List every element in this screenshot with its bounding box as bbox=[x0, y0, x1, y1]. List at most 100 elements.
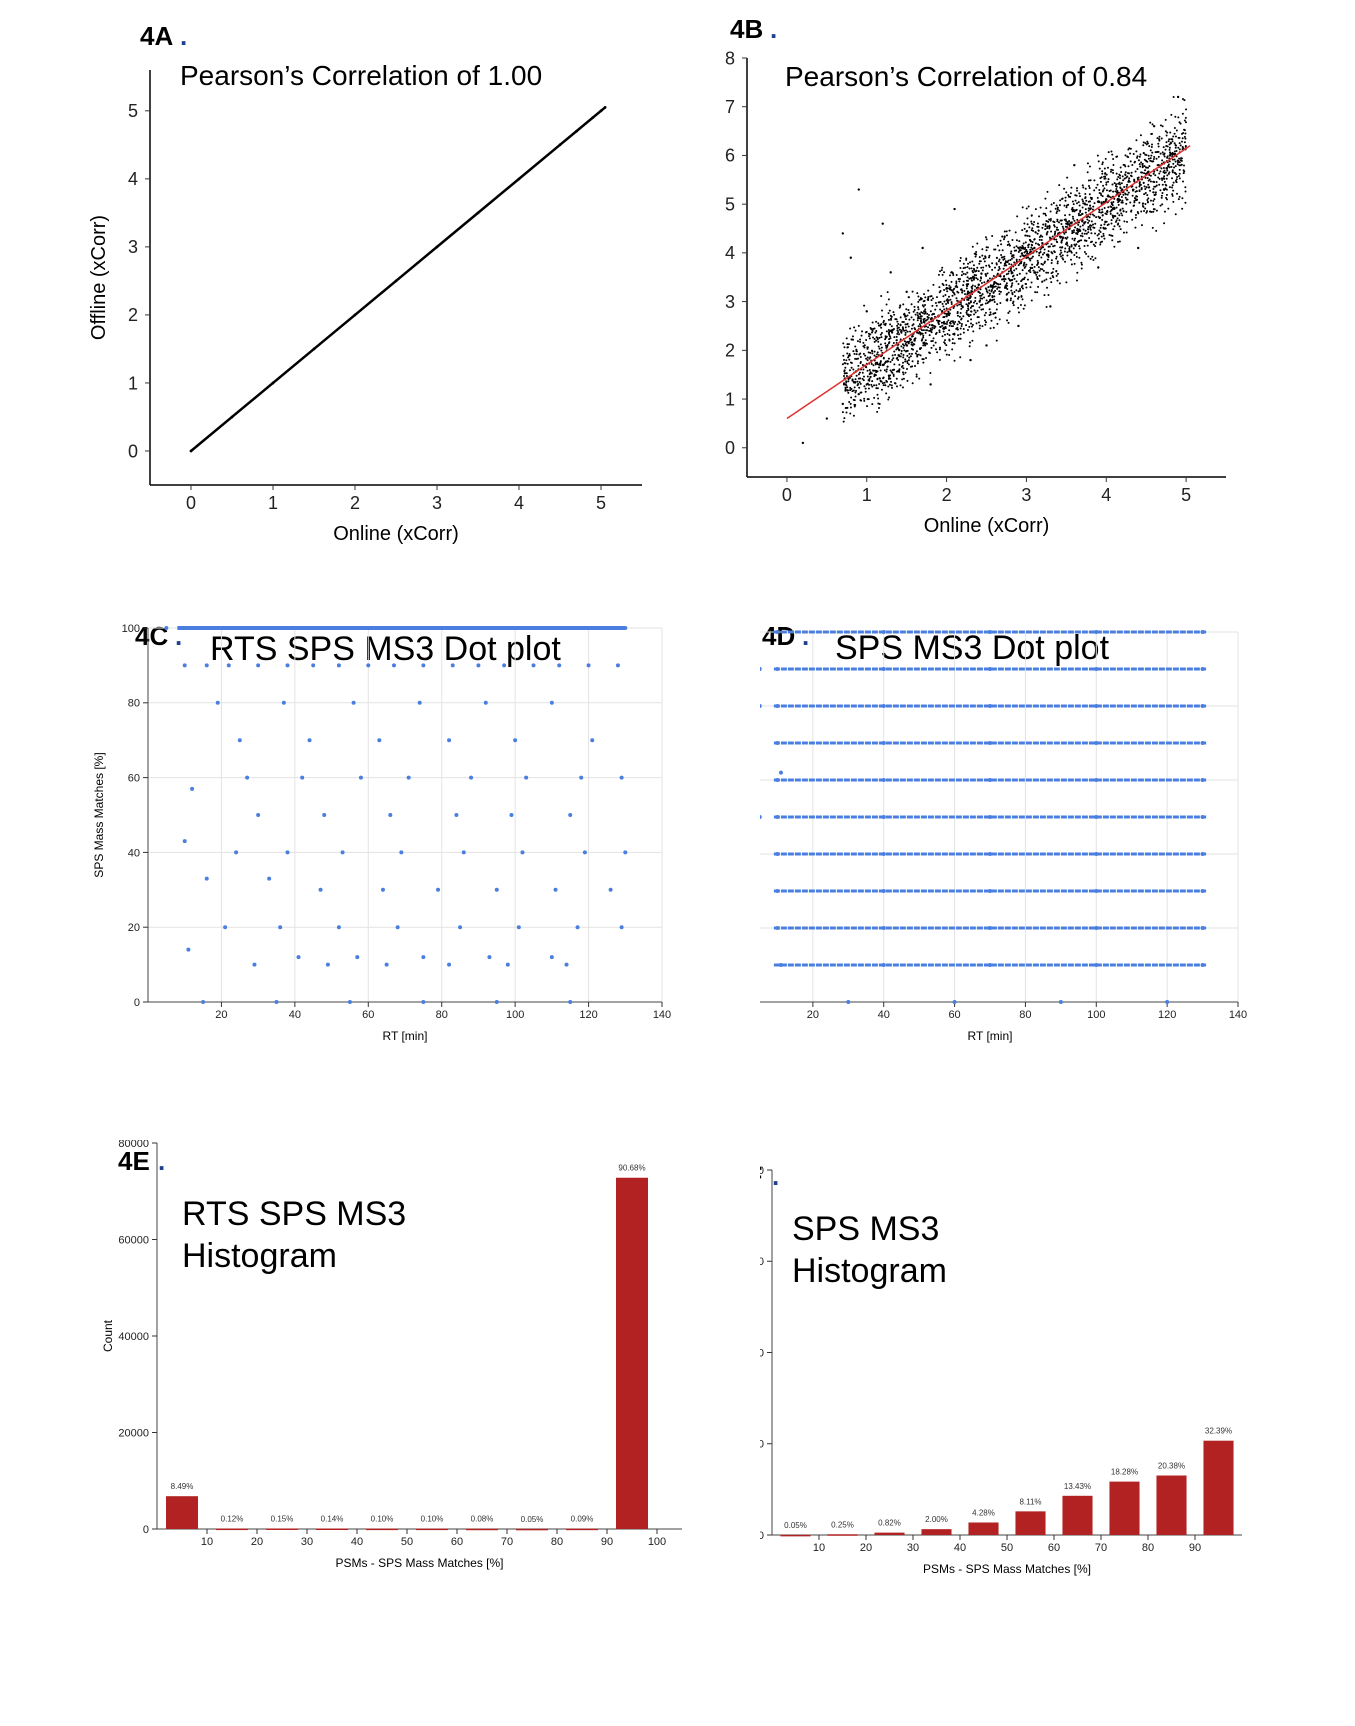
scatter-point bbox=[1018, 248, 1020, 250]
scatter-point bbox=[1133, 201, 1135, 203]
scatter-point bbox=[906, 355, 908, 357]
scatter-point bbox=[931, 299, 933, 301]
y-tick-label: 40 bbox=[128, 847, 140, 859]
scatter-point bbox=[966, 266, 968, 268]
scatter-point bbox=[887, 344, 889, 346]
scatter-point bbox=[1073, 164, 1075, 166]
scatter-point bbox=[931, 329, 933, 331]
scatter-point bbox=[1011, 258, 1013, 260]
scatter-point bbox=[938, 301, 940, 303]
dot-point bbox=[532, 663, 536, 667]
scatter-point bbox=[1085, 240, 1087, 242]
x-tick-label: 60 bbox=[1048, 1542, 1060, 1554]
chart-title: SPS MS3 Dot plot bbox=[835, 629, 1110, 667]
scatter-point bbox=[863, 400, 865, 402]
scatter-point bbox=[936, 319, 938, 321]
scatter-point bbox=[853, 326, 855, 328]
scatter-point bbox=[985, 321, 987, 323]
scatter-point bbox=[1085, 253, 1087, 255]
scatter-point bbox=[916, 312, 918, 314]
histogram-bar bbox=[566, 1529, 598, 1531]
scatter-point bbox=[925, 357, 927, 359]
scatter-point bbox=[999, 283, 1001, 285]
scatter-point bbox=[1183, 99, 1185, 101]
scatter-point bbox=[1044, 228, 1046, 230]
scatter-point bbox=[1003, 275, 1005, 277]
scatter-point bbox=[862, 372, 864, 374]
scatter-point bbox=[1176, 130, 1178, 132]
dot-point bbox=[509, 813, 513, 817]
scatter-point bbox=[1065, 191, 1067, 193]
scatter-point bbox=[947, 301, 949, 303]
scatter-point bbox=[848, 343, 850, 345]
scatter-point bbox=[1023, 308, 1025, 310]
dot-point bbox=[620, 776, 624, 780]
scatter-point bbox=[945, 303, 947, 305]
scatter-point bbox=[1168, 171, 1170, 173]
scatter-point bbox=[845, 407, 847, 409]
scatter-point bbox=[971, 267, 973, 269]
scatter-point bbox=[1048, 250, 1050, 252]
scatter-point bbox=[1017, 298, 1019, 300]
dot-point bbox=[399, 850, 403, 854]
scatter-point bbox=[965, 273, 967, 275]
scatter-point bbox=[1064, 261, 1066, 263]
x-tick-label: 40 bbox=[289, 1009, 301, 1021]
scatter-point bbox=[1094, 245, 1096, 247]
scatter-point bbox=[913, 327, 915, 329]
scatter-point bbox=[1123, 164, 1125, 166]
scatter-point bbox=[965, 324, 967, 326]
scatter-point bbox=[872, 337, 874, 339]
scatter-point bbox=[1078, 201, 1080, 203]
scatter-point bbox=[1162, 153, 1164, 155]
scatter-point bbox=[1115, 156, 1117, 158]
scatter-point bbox=[1072, 218, 1074, 220]
scatter-point bbox=[986, 249, 988, 251]
scatter-point bbox=[883, 384, 885, 386]
scatter-point bbox=[888, 298, 890, 300]
scatter-point bbox=[1139, 156, 1141, 158]
scatter-point bbox=[1023, 243, 1025, 245]
scatter-point bbox=[885, 380, 887, 382]
scatter-point bbox=[1019, 288, 1021, 290]
scatter-point bbox=[902, 371, 904, 373]
scatter-point bbox=[1134, 227, 1136, 229]
scatter-point bbox=[1123, 210, 1125, 212]
scatter-point bbox=[1153, 198, 1155, 200]
scatter-point bbox=[873, 364, 875, 366]
scatter-point bbox=[1133, 205, 1135, 207]
scatter-point bbox=[1078, 257, 1080, 259]
scatter-point bbox=[850, 397, 852, 399]
scatter-point bbox=[518, 177, 521, 180]
scatter-point bbox=[943, 321, 945, 323]
scatter-point bbox=[895, 348, 897, 350]
scatter-point bbox=[1172, 195, 1174, 197]
scatter-point bbox=[1185, 108, 1187, 110]
scatter-point bbox=[905, 291, 907, 293]
scatter-point bbox=[978, 306, 980, 308]
scatter-point bbox=[1100, 192, 1102, 194]
scatter-point bbox=[975, 274, 977, 276]
scatter-point bbox=[844, 390, 846, 392]
scatter-point bbox=[906, 368, 908, 370]
scatter-point bbox=[1156, 158, 1158, 160]
scatter-point bbox=[1107, 167, 1109, 169]
scatter-point bbox=[993, 327, 995, 329]
scatter-point bbox=[1007, 241, 1009, 243]
scatter-point bbox=[1024, 267, 1026, 269]
scatter-point bbox=[874, 332, 876, 334]
scatter-point bbox=[871, 331, 873, 333]
scatter-point bbox=[867, 383, 869, 385]
scatter-point bbox=[1087, 228, 1089, 230]
scatter-point bbox=[947, 319, 949, 321]
scatter-point bbox=[903, 354, 905, 356]
scatter-point bbox=[989, 293, 991, 295]
scatter-point bbox=[1039, 239, 1041, 241]
scatter-point bbox=[1006, 298, 1008, 300]
scatter-point bbox=[1122, 194, 1124, 196]
scatter-point bbox=[1037, 271, 1039, 273]
scatter-point bbox=[1056, 210, 1058, 212]
scatter-point bbox=[942, 316, 944, 318]
scatter-point bbox=[911, 316, 913, 318]
scatter-point bbox=[1184, 186, 1186, 188]
